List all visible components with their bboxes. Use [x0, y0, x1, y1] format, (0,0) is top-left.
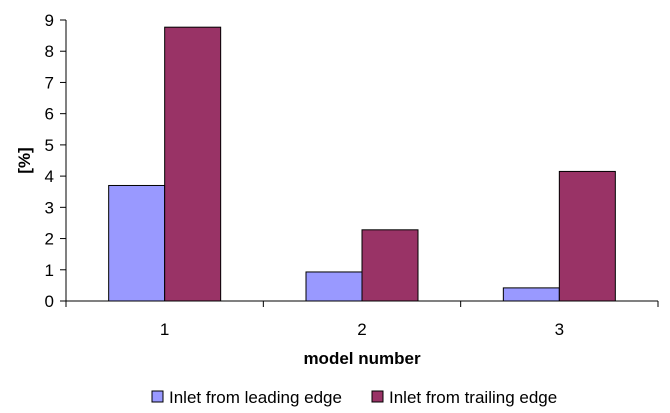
bar-trailing-edge-1: [164, 26, 222, 302]
x-tick-label: 2: [357, 320, 366, 339]
y-tick-label: 8: [45, 42, 54, 61]
x-tick-label: 1: [160, 320, 169, 339]
y-axis-title: [%]: [15, 147, 34, 173]
y-tick-label: 4: [45, 167, 54, 186]
y-tick-label: 1: [45, 261, 54, 280]
bars: [108, 26, 616, 302]
y-tick-label: 0: [45, 292, 54, 311]
x-tick-label: 3: [555, 320, 564, 339]
x-axis-title: model number: [303, 349, 421, 368]
bar-leading-edge-2: [305, 271, 363, 302]
legend-label-leading-edge: Inlet from leading edge: [169, 388, 342, 407]
legend: Inlet from leading edge Inlet from traili…: [151, 388, 557, 407]
y-tick-label: 7: [45, 73, 54, 92]
y-tick-label: 2: [45, 230, 54, 249]
y-tick-label: 9: [45, 11, 54, 30]
legend-swatch-trailing-edge: [371, 390, 384, 403]
y-axis-ticks: 0 1 2 3 4 5 6 7 8 9: [45, 11, 66, 311]
x-axis-ticks: 1 2 3: [65, 301, 659, 339]
bar-leading-edge-1: [108, 184, 166, 302]
legend-label-trailing-edge: Inlet from trailing edge: [389, 388, 557, 407]
bar-leading-edge-3: [502, 287, 560, 302]
bar-trailing-edge-2: [361, 229, 419, 302]
y-tick-label: 6: [45, 105, 54, 124]
y-tick-label: 5: [45, 136, 54, 155]
bar-trailing-edge-3: [558, 170, 616, 302]
y-tick-label: 3: [45, 198, 54, 217]
legend-swatch-leading-edge: [151, 390, 164, 403]
